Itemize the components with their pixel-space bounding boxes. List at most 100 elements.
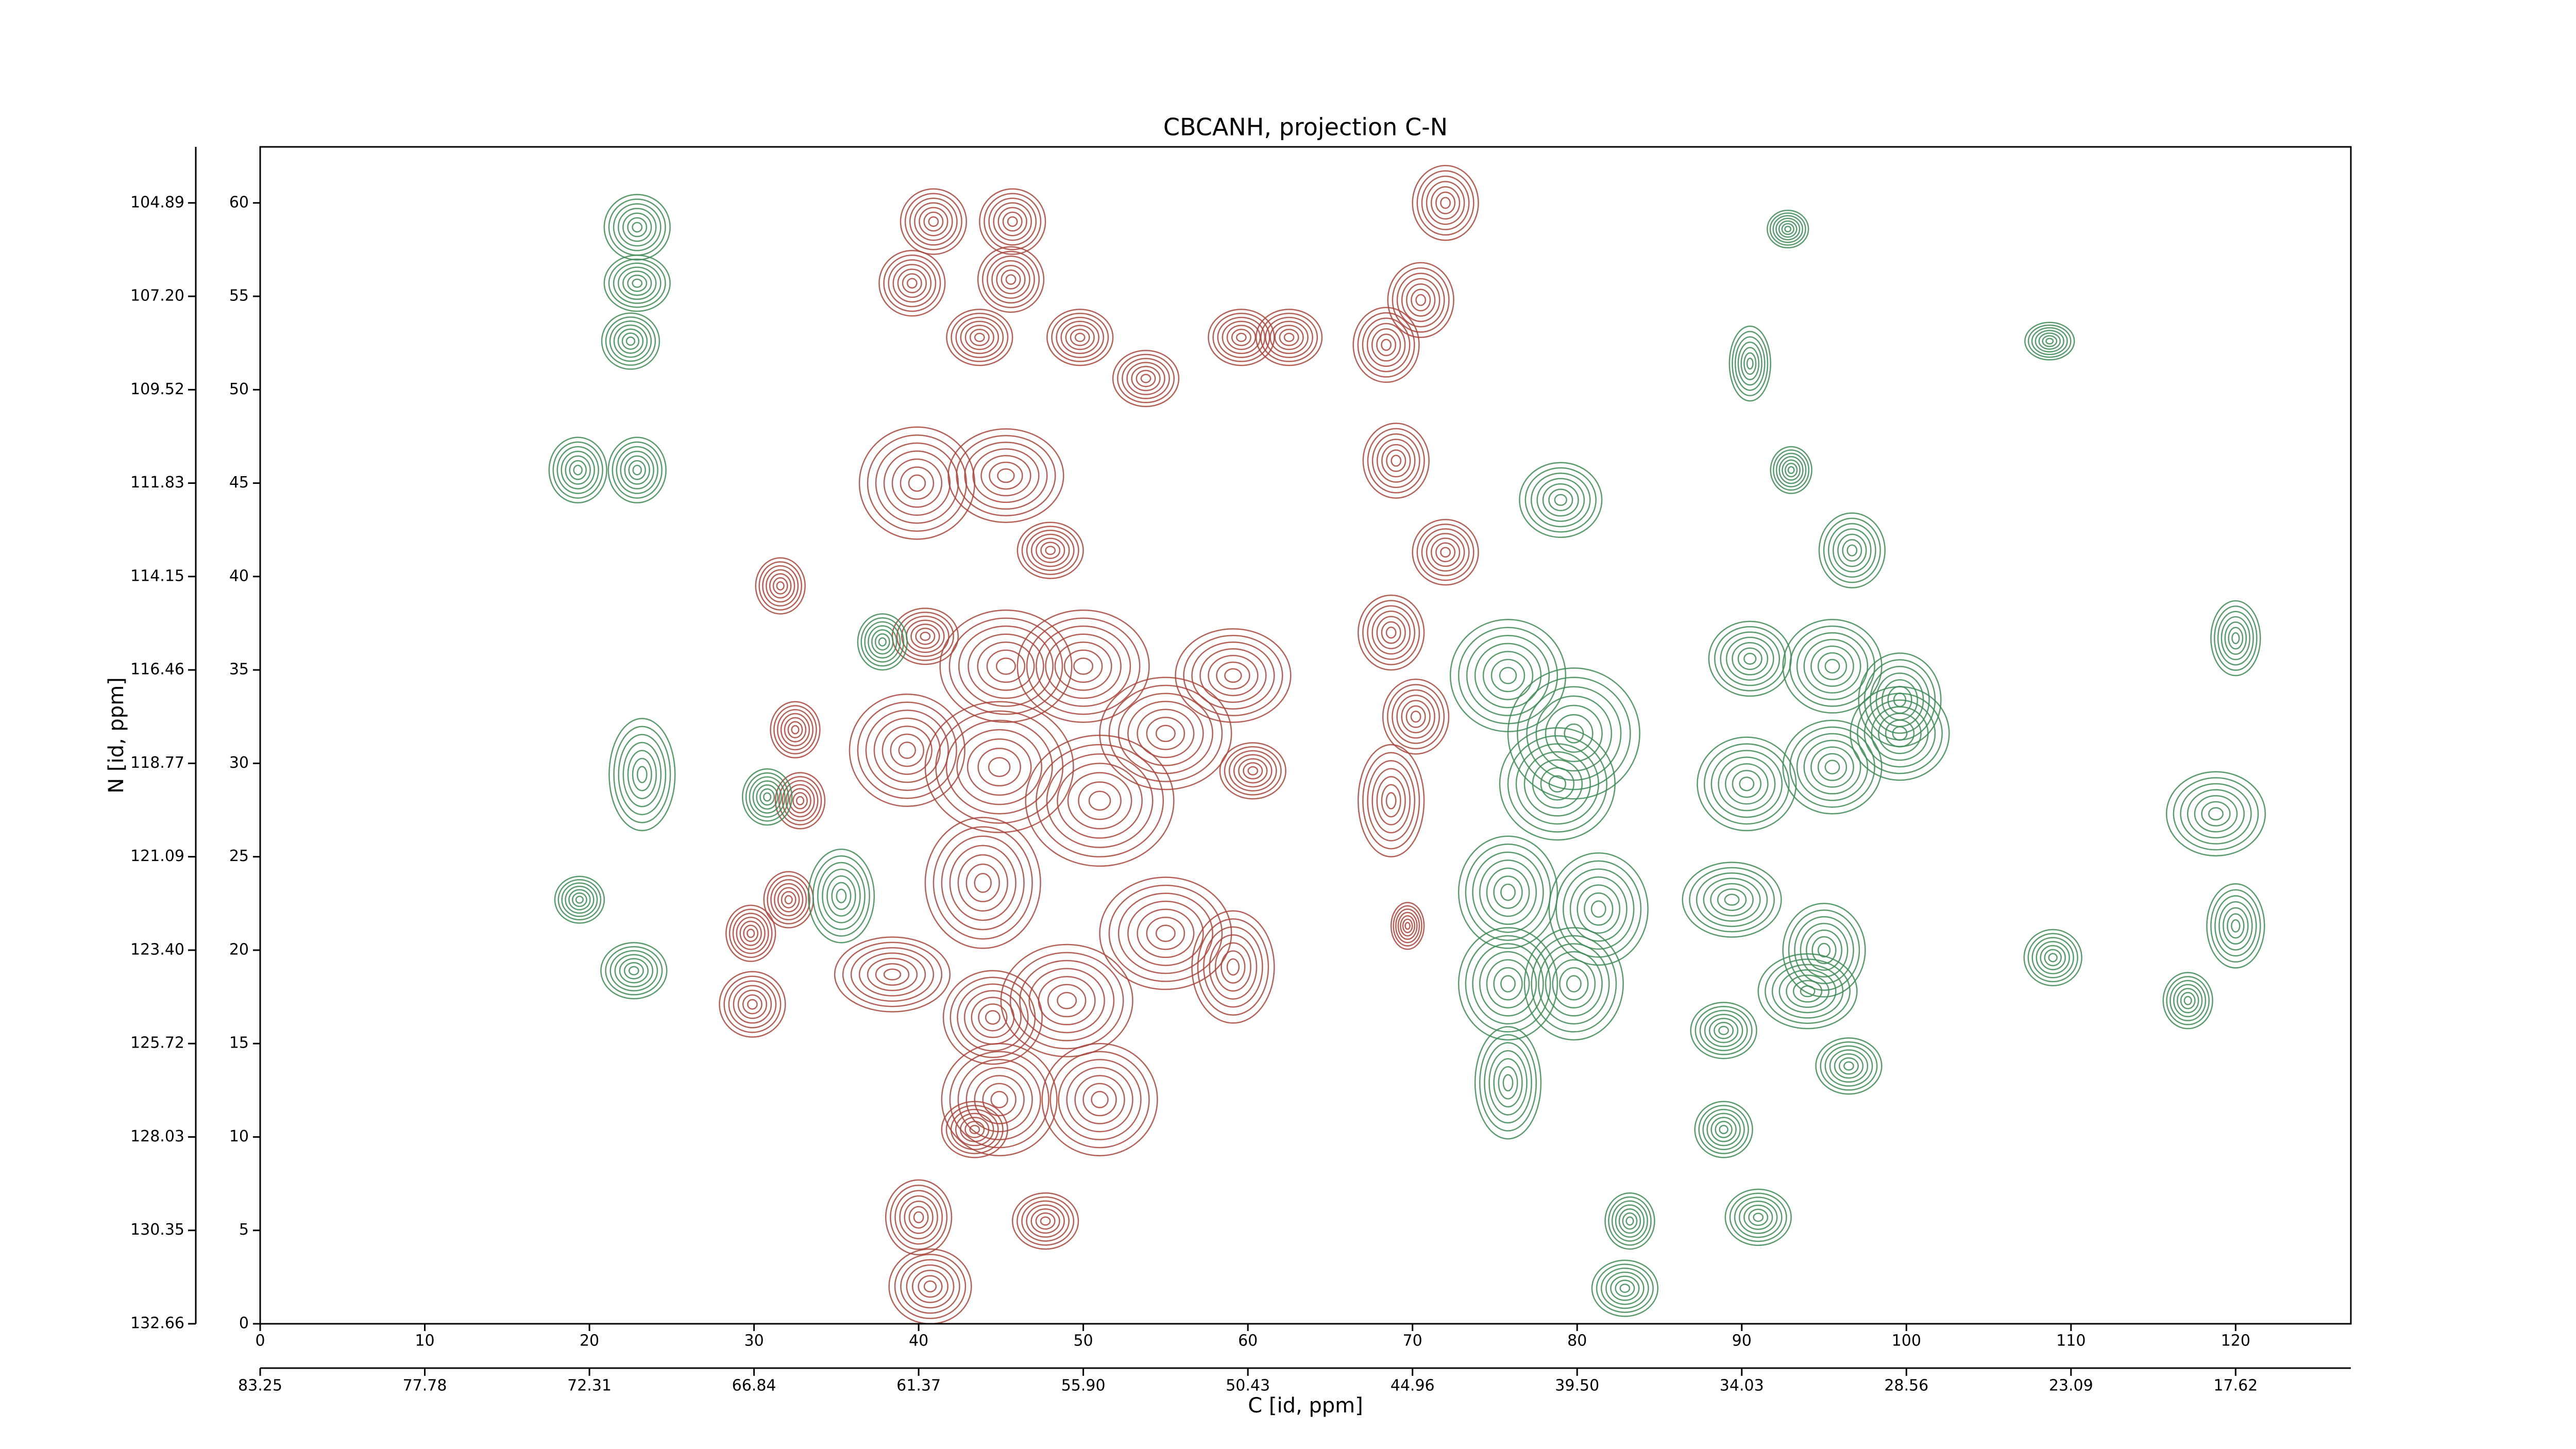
contour-ring [2024, 322, 2075, 361]
contour-ring [957, 854, 1008, 912]
contour-ring [603, 255, 671, 312]
contour-ring [1772, 215, 1803, 243]
contour-ring [1615, 1279, 1635, 1297]
contour-ring [2038, 332, 2061, 350]
contour-ring [1734, 1197, 1783, 1238]
contour-ring [1493, 875, 1523, 909]
contour-ring [613, 726, 671, 823]
contour-ring [1191, 910, 1275, 1024]
ppm-y-tick-label: 132.66 [130, 1315, 184, 1333]
contour-ring [1362, 600, 1420, 666]
contour-ring [792, 792, 808, 810]
contour-ring [1710, 750, 1783, 818]
contour-ring [2162, 972, 2213, 1030]
contour-ring [1117, 892, 1213, 974]
contour-ring [1843, 1061, 1854, 1071]
contour-ring [1458, 627, 1558, 724]
contour-ring [2217, 611, 2254, 666]
contour-ring [1698, 1105, 1749, 1154]
contour-ring [608, 718, 676, 832]
contour-ring [789, 788, 811, 814]
contour-ring [1535, 695, 1613, 772]
contour-ring [1563, 868, 1635, 950]
contour-ring [2170, 980, 2207, 1021]
contour-ring [1410, 711, 1421, 723]
contour-ring [752, 780, 782, 814]
contour-ring [1412, 519, 1479, 586]
y-tick-label: 20 [229, 940, 249, 958]
x-axis-label: C [id, ppm] [1248, 1394, 1363, 1418]
contour-ring [1283, 332, 1295, 342]
contour-ring [935, 710, 1064, 824]
contour-ring [755, 557, 806, 615]
contour-ring [817, 862, 866, 930]
contour-ring [1458, 927, 1558, 1041]
contour-ring [885, 1179, 953, 1256]
contour-ring [569, 460, 587, 480]
contour-ring [964, 325, 994, 350]
contour-ring [867, 957, 918, 991]
contour-ring [1545, 704, 1603, 763]
contour-ring [812, 855, 870, 937]
contour-ring [787, 721, 803, 738]
contour-ring [1500, 975, 1516, 992]
contour-ring [834, 936, 951, 1013]
contour-ring [1792, 980, 1823, 1003]
contour-ring [894, 1254, 967, 1319]
contour-ring [1155, 724, 1176, 743]
contour-ring [1488, 1050, 1528, 1116]
contour-ring [1743, 652, 1757, 665]
contour-ring [1045, 546, 1056, 555]
contour-ring [1117, 693, 1213, 774]
contour-ring [1208, 309, 1275, 366]
contour-ring [1430, 537, 1461, 567]
contour-ring [1381, 339, 1392, 351]
x-tick-label: 80 [1567, 1332, 1587, 1350]
contour-ring [1611, 1200, 1648, 1242]
contour-ring [1035, 1212, 1056, 1230]
contour-ring [906, 619, 945, 653]
contour-ring [1500, 883, 1516, 901]
contour-ring [964, 442, 1048, 510]
contour-ring [987, 255, 1035, 304]
contour-ring [614, 954, 654, 988]
contour-ring [1382, 678, 1450, 755]
contour-ring [778, 776, 822, 825]
contour-ring [888, 259, 937, 308]
contour-ring [883, 450, 951, 516]
x-tick-label: 110 [2056, 1332, 2086, 1350]
contour-ring [1000, 943, 1133, 1057]
contour-ring [1045, 633, 1122, 699]
contour-ring [777, 887, 800, 913]
contour-ring [1197, 918, 1269, 1016]
contour-ring [1265, 316, 1313, 358]
contour-ring [1376, 776, 1406, 825]
contour-ring [1367, 605, 1416, 660]
contour-ring [900, 188, 968, 255]
chart-title: CBCANH, projection C-N [1163, 113, 1448, 141]
contour-ring [1243, 762, 1263, 780]
contour-ring [2044, 949, 2062, 967]
contour-ring [1782, 903, 1866, 998]
contour-ring [628, 460, 646, 480]
contour-ring [1465, 844, 1551, 941]
contour-ring [601, 312, 660, 370]
contour-ring [1732, 642, 1769, 676]
contour-ring [728, 908, 773, 958]
contour-ring [1532, 759, 1583, 809]
contour-ring [1362, 317, 1411, 373]
contour-ring [1782, 459, 1801, 481]
contour-ring [1829, 1049, 1869, 1083]
contour-ring [1406, 283, 1436, 317]
contour-ring [628, 966, 639, 975]
contour-ring [1057, 763, 1143, 839]
contour-ring [1789, 726, 1875, 808]
contour-ring [1199, 648, 1267, 703]
contour-ring [1226, 958, 1240, 976]
contour-ring [1183, 635, 1283, 716]
contour-ring [1047, 984, 1087, 1018]
contour-ring [1078, 781, 1122, 820]
contour-ring [1591, 1259, 1659, 1317]
contour-ring [620, 450, 654, 490]
contour-ring [1524, 467, 1597, 533]
